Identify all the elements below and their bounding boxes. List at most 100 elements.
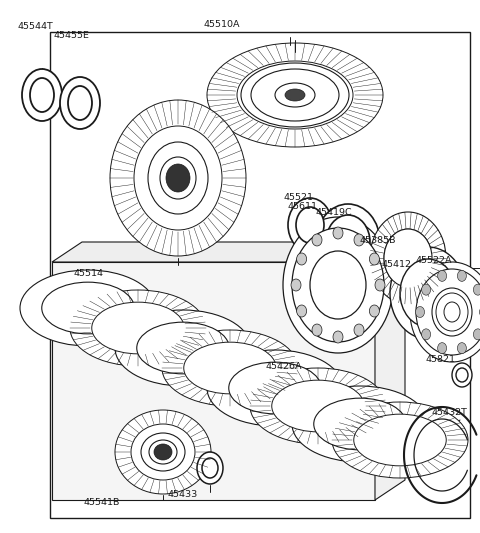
Polygon shape bbox=[52, 242, 405, 262]
Ellipse shape bbox=[131, 424, 195, 480]
Ellipse shape bbox=[202, 458, 218, 478]
Ellipse shape bbox=[115, 310, 251, 386]
Ellipse shape bbox=[436, 293, 468, 331]
Ellipse shape bbox=[285, 89, 305, 101]
Text: 45611: 45611 bbox=[287, 202, 317, 211]
Ellipse shape bbox=[354, 234, 364, 246]
Ellipse shape bbox=[241, 63, 349, 127]
Ellipse shape bbox=[456, 368, 468, 382]
Ellipse shape bbox=[314, 398, 406, 450]
Text: 45426A: 45426A bbox=[265, 362, 301, 371]
Ellipse shape bbox=[272, 380, 364, 432]
Bar bbox=[50, 32, 470, 518]
Ellipse shape bbox=[250, 368, 386, 444]
Ellipse shape bbox=[384, 229, 432, 287]
Text: 45521: 45521 bbox=[284, 193, 314, 202]
Text: 45432T: 45432T bbox=[432, 408, 468, 417]
Polygon shape bbox=[52, 262, 375, 500]
Ellipse shape bbox=[390, 247, 466, 339]
Ellipse shape bbox=[312, 234, 322, 246]
Ellipse shape bbox=[149, 440, 177, 464]
Ellipse shape bbox=[275, 83, 315, 107]
Text: 45433: 45433 bbox=[168, 490, 198, 499]
Ellipse shape bbox=[372, 215, 444, 301]
Ellipse shape bbox=[410, 262, 480, 362]
Text: 45522A: 45522A bbox=[415, 256, 452, 265]
Text: 45541B: 45541B bbox=[84, 498, 120, 507]
Ellipse shape bbox=[137, 322, 229, 374]
Ellipse shape bbox=[251, 69, 339, 121]
Text: 45544T: 45544T bbox=[18, 22, 54, 31]
Ellipse shape bbox=[296, 207, 324, 243]
Ellipse shape bbox=[421, 329, 431, 340]
Ellipse shape bbox=[20, 270, 156, 346]
Ellipse shape bbox=[162, 330, 298, 406]
Text: 45385B: 45385B bbox=[360, 236, 396, 245]
Ellipse shape bbox=[154, 444, 172, 460]
Ellipse shape bbox=[333, 227, 343, 239]
Ellipse shape bbox=[354, 324, 364, 336]
Ellipse shape bbox=[30, 78, 54, 112]
Ellipse shape bbox=[316, 204, 380, 280]
Ellipse shape bbox=[416, 306, 424, 318]
Ellipse shape bbox=[184, 342, 276, 394]
Ellipse shape bbox=[452, 363, 472, 387]
Ellipse shape bbox=[197, 452, 223, 484]
Ellipse shape bbox=[370, 212, 446, 304]
Ellipse shape bbox=[283, 217, 393, 353]
Ellipse shape bbox=[292, 228, 384, 342]
Ellipse shape bbox=[370, 253, 379, 265]
Ellipse shape bbox=[115, 410, 211, 494]
Ellipse shape bbox=[297, 305, 307, 317]
Ellipse shape bbox=[457, 343, 467, 353]
Ellipse shape bbox=[332, 402, 468, 478]
Ellipse shape bbox=[326, 215, 370, 269]
Text: 45510A: 45510A bbox=[204, 20, 240, 29]
Ellipse shape bbox=[300, 238, 376, 332]
Ellipse shape bbox=[291, 279, 301, 291]
Ellipse shape bbox=[473, 284, 480, 295]
Ellipse shape bbox=[333, 331, 343, 343]
Ellipse shape bbox=[134, 126, 222, 230]
Ellipse shape bbox=[292, 386, 428, 462]
Ellipse shape bbox=[160, 157, 196, 199]
Ellipse shape bbox=[70, 290, 206, 366]
Ellipse shape bbox=[288, 198, 332, 252]
Ellipse shape bbox=[375, 279, 385, 291]
Ellipse shape bbox=[92, 302, 184, 354]
Text: 45514: 45514 bbox=[74, 269, 104, 278]
Ellipse shape bbox=[68, 86, 92, 120]
Ellipse shape bbox=[354, 414, 446, 466]
Ellipse shape bbox=[416, 269, 480, 355]
Ellipse shape bbox=[400, 259, 456, 327]
Ellipse shape bbox=[444, 302, 460, 322]
Ellipse shape bbox=[432, 288, 472, 336]
Ellipse shape bbox=[141, 433, 185, 471]
Ellipse shape bbox=[207, 350, 343, 426]
Ellipse shape bbox=[310, 251, 366, 319]
Ellipse shape bbox=[237, 61, 353, 129]
Ellipse shape bbox=[384, 229, 432, 287]
Ellipse shape bbox=[297, 253, 307, 265]
Ellipse shape bbox=[42, 282, 134, 334]
Ellipse shape bbox=[473, 329, 480, 340]
Ellipse shape bbox=[60, 77, 100, 129]
Ellipse shape bbox=[424, 278, 480, 346]
Ellipse shape bbox=[370, 305, 379, 317]
Ellipse shape bbox=[110, 100, 246, 256]
Text: 45821: 45821 bbox=[425, 355, 455, 364]
Polygon shape bbox=[375, 242, 405, 500]
Text: 45412: 45412 bbox=[382, 260, 412, 269]
Ellipse shape bbox=[148, 142, 208, 214]
Ellipse shape bbox=[229, 362, 321, 414]
Text: 45419C: 45419C bbox=[315, 208, 352, 217]
Text: 45455E: 45455E bbox=[53, 31, 89, 40]
Ellipse shape bbox=[438, 343, 446, 353]
Ellipse shape bbox=[421, 284, 431, 295]
Ellipse shape bbox=[22, 69, 62, 121]
Ellipse shape bbox=[438, 270, 446, 281]
Ellipse shape bbox=[207, 43, 383, 147]
Ellipse shape bbox=[166, 164, 190, 192]
Ellipse shape bbox=[312, 324, 322, 336]
Ellipse shape bbox=[253, 70, 337, 120]
